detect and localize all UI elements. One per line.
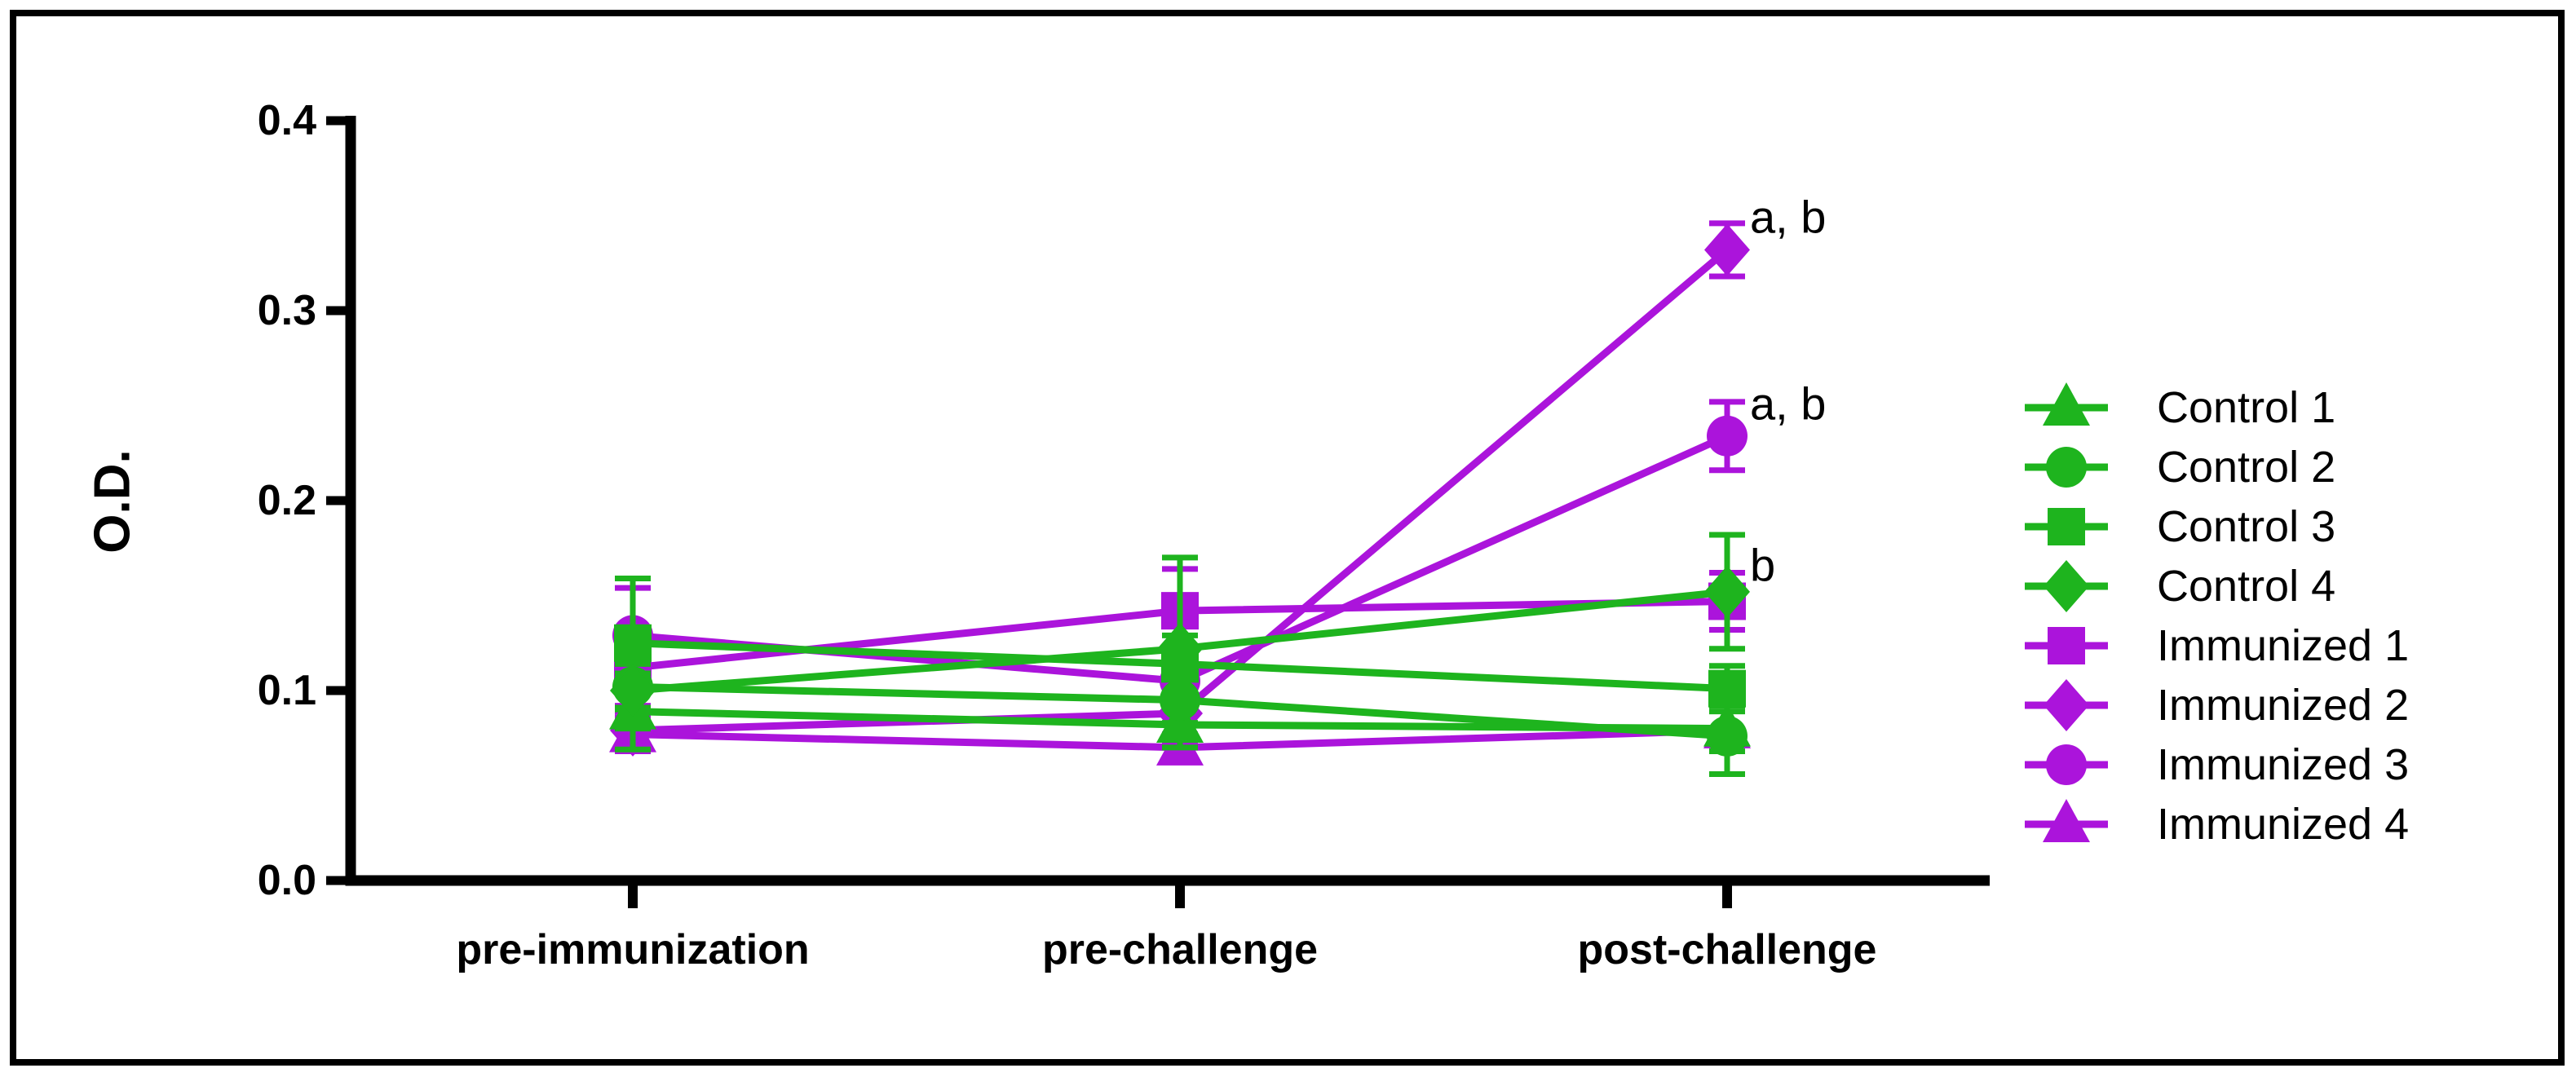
legend-item-control-2: Control 2 xyxy=(2025,443,2335,492)
legend-item-immunized-2: Immunized 2 xyxy=(2025,679,2409,731)
legend-label: Immunized 3 xyxy=(2157,740,2409,789)
legend-label: Immunized 2 xyxy=(2157,681,2409,730)
significance-annotation: b xyxy=(1750,539,1775,590)
data-point-immunized-3-2 xyxy=(1707,415,1748,457)
series-control-4 xyxy=(610,532,1750,744)
significance-annotation: a, b xyxy=(1750,377,1826,429)
y-tick-label: 0.2 xyxy=(258,477,316,524)
data-point-immunized-2-2 xyxy=(1704,223,1750,276)
x-tick-label: post-challenge xyxy=(1578,926,1877,973)
y-tick-label: 0.0 xyxy=(258,857,316,904)
legend-label: Immunized 1 xyxy=(2157,621,2409,670)
x-tick-label: pre-challenge xyxy=(1042,926,1318,973)
data-point-control-4-2 xyxy=(1704,565,1750,618)
data-point-control-4-1 xyxy=(1157,622,1203,675)
legend-label: Control 1 xyxy=(2157,383,2335,432)
legend-item-immunized-4: Immunized 4 xyxy=(2025,799,2409,849)
legend-label: Control 4 xyxy=(2157,562,2335,611)
data-point-control-3-2 xyxy=(1708,669,1746,708)
significance-annotation: a, b xyxy=(1750,191,1826,242)
legend-triangle-icon xyxy=(2043,382,2090,426)
legend-circle-icon xyxy=(2046,744,2087,785)
legend-diamond-icon xyxy=(2044,560,2089,612)
legend-circle-icon xyxy=(2046,447,2087,488)
legend-triangle-icon xyxy=(2043,799,2090,842)
x-tick-label: pre-immunization xyxy=(456,926,809,973)
legend-diamond-icon xyxy=(2044,679,2089,731)
legend-item-control-1: Control 1 xyxy=(2025,382,2335,432)
y-tick-label: 0.4 xyxy=(258,97,316,144)
legend-label: Immunized 4 xyxy=(2157,800,2409,849)
y-axis-title: O.D. xyxy=(84,449,141,554)
legend: Control 1 Control 2 Control 3 Control 4 Immu… xyxy=(2025,382,2409,849)
legend-item-immunized-3: Immunized 3 xyxy=(2025,740,2409,789)
y-tick-label: 0.1 xyxy=(258,667,316,714)
y-tick-label: 0.3 xyxy=(258,287,316,334)
data-point-control-4-0 xyxy=(610,664,656,717)
data-point-control-2-2 xyxy=(1707,715,1748,757)
legend-label: Control 3 xyxy=(2157,502,2335,551)
legend-label: Control 2 xyxy=(2157,443,2335,492)
legend-square-icon xyxy=(2048,627,2085,664)
legend-item-immunized-1: Immunized 1 xyxy=(2025,621,2409,670)
legend-square-icon xyxy=(2048,508,2085,545)
legend-item-control-4: Control 4 xyxy=(2025,560,2335,612)
legend-item-control-3: Control 3 xyxy=(2025,502,2335,551)
